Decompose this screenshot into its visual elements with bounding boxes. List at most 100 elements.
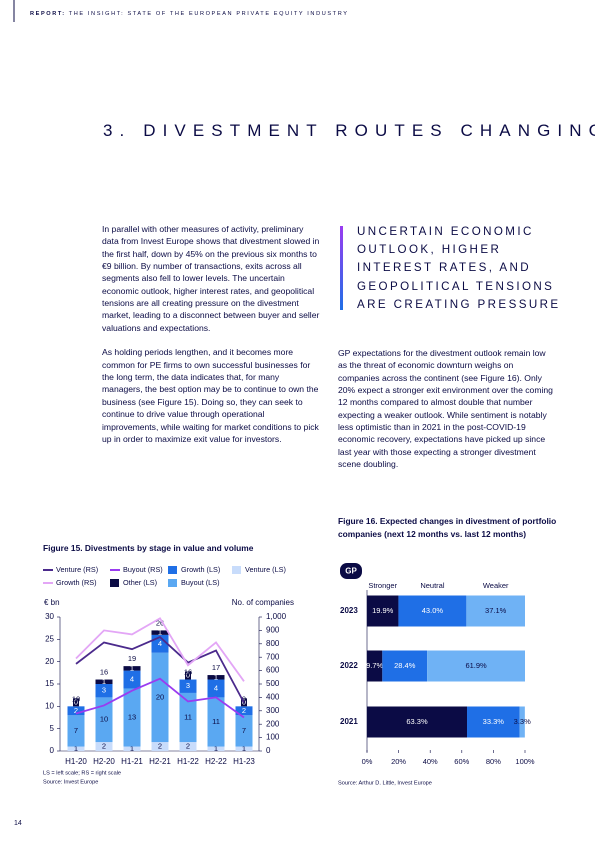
paragraph: As holding periods lengthen, and it beco… [102,347,319,444]
bar-segment [519,706,525,738]
total-label: 26 [156,618,164,627]
data-label: 1 [102,677,106,686]
bar-segment [466,595,525,627]
y2-tick-label: 800 [266,639,280,648]
bar-segment [427,650,525,682]
legend-swatch [168,566,177,574]
axis-label: No. of companies [232,598,294,607]
y2-tick-label: 900 [266,626,280,635]
data-label: 2 [242,706,246,715]
y-tick-label: 2023 [340,606,358,615]
x-tick-label: 100% [515,757,535,766]
header-title: THE INSIGHT: STATE OF THE EUROPEAN PRIVA… [68,11,349,17]
data-label: 13 [128,712,136,721]
legend-label: Neutral [420,581,445,590]
data-label: 20 [156,692,164,701]
legend-label: Venture (RS) [56,565,98,574]
bar-segment [95,684,113,698]
note: Source: Invest Europe [43,779,98,785]
x-tick-label: H1-20 [65,757,87,766]
y2-tick-label: 200 [266,719,280,728]
paragraph: In parallel with other measures of activ… [102,224,320,333]
figure-title: Figure 15. Divestments by stage in value… [43,543,254,553]
data-label: 19.9% [372,606,394,615]
bar-segment [179,679,197,693]
data-label: 2 [158,742,162,751]
callout-bar [340,226,343,310]
section-title: 3. DIVESTMENT ROUTES CHANGING [103,121,595,140]
legend-label: Growth (LS) [181,565,220,574]
total-label: 9 [242,694,246,703]
data-label: 4 [130,675,134,684]
bar-segment [207,679,225,698]
bar-segment [67,746,85,751]
data-label: 43.0% [422,606,444,615]
bar-segment [95,697,113,743]
data-label: 2 [186,742,190,751]
data-label: 1 [130,663,134,672]
header-label: REPORT: [30,11,66,17]
bar-segment [95,679,113,684]
callout: UNCERTAIN ECONOMIC OUTLOOK, HIGHER INTER… [357,225,561,311]
legend-swatch [232,566,241,574]
source: Source: Arthur D. Little, Invest Europe [338,780,432,786]
data-label: 2 [102,742,106,751]
data-label: 1 [242,744,246,753]
data-label: 3 [102,686,106,695]
x-tick-label: H1-23 [233,757,255,766]
bar-segment [179,692,197,743]
x-tick-label: 20% [391,757,406,766]
bar-segment [123,666,141,671]
line-series [75,677,245,719]
data-label: 61.9% [465,661,487,670]
figure-title: Figure 16. Expected changes in divestmen… [338,516,557,539]
legend-label: Other (LS) [123,578,157,587]
total-label: 16 [184,668,192,677]
label-box [185,671,191,680]
y-tick-label: 5 [50,724,55,733]
total-label: 16 [100,668,108,677]
legend-swatch [168,579,177,587]
bar-segment [367,706,468,738]
data-label: 0 [74,697,78,706]
x-tick-label: H2-20 [93,757,115,766]
left-column: In parallel with other measures of activ… [102,223,320,458]
y-tick-label: 20 [45,657,54,666]
bar-segment [235,706,253,716]
data-label: 3 [186,681,190,690]
x-tick-label: H2-21 [149,757,171,766]
y2-tick-label: 400 [266,693,280,702]
legend-label: Growth (RS) [56,578,97,587]
data-label: 63.3% [406,717,428,726]
legend-swatch [110,579,119,587]
x-tick-label: 0% [362,757,373,766]
x-tick-label: H2-22 [205,757,227,766]
data-label: 7 [74,726,78,735]
total-label: 19 [128,654,136,663]
data-label: 9.7% [366,661,383,670]
y2-tick-label: 500 [266,679,280,688]
bar-segment [235,746,253,751]
header: REPORT: THE INSIGHT: STATE OF THE EUROPEA… [30,11,349,17]
note: LS = left scale; RS = right scale [43,770,121,776]
bar-segment [207,697,225,747]
page-number: 14 [14,820,22,827]
bar-segment [123,688,141,747]
y-tick-label: 2022 [340,661,358,670]
y-tick-label: 15 [45,679,54,688]
x-tick-label: 80% [486,757,501,766]
bar-segment [235,715,253,747]
data-label: 11 [212,717,220,726]
data-label: 4 [158,639,162,648]
data-label: 1 [214,744,218,753]
y2-tick-label: 100 [266,733,280,742]
data-label: 11 [184,712,192,721]
data-label: 1 [74,744,78,753]
line-series [75,617,245,682]
data-label: 2 [74,706,78,715]
y-tick-label: 0 [50,746,55,755]
x-tick-label: 40% [423,757,438,766]
x-tick-label: H1-22 [177,757,199,766]
axis-label: € bn [44,598,60,607]
